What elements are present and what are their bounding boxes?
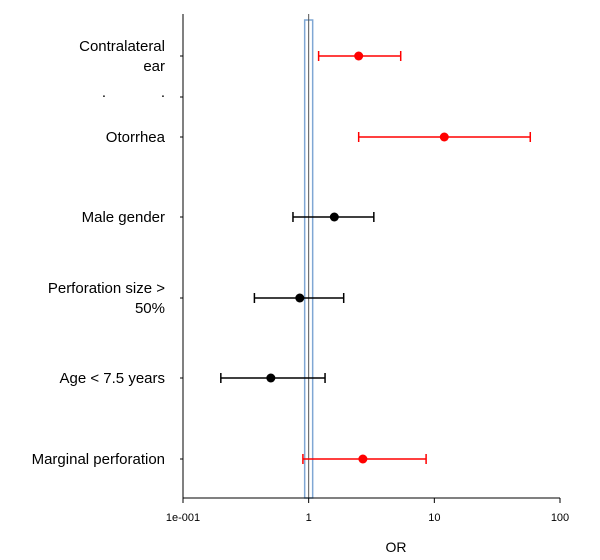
x-tick-label: 10 bbox=[428, 512, 440, 524]
row-label-line: Marginal perforation bbox=[32, 451, 165, 468]
row-label-line: Male gender bbox=[82, 209, 165, 226]
row-label-dot: . bbox=[161, 84, 165, 101]
row-labels-group: Contralateral ear. . Otorrhea Male gender Per… bbox=[32, 38, 166, 468]
row-label-line: Otorrhea bbox=[106, 129, 166, 146]
point-estimate bbox=[354, 51, 364, 61]
axes-group: 1e-001 1 10 100 bbox=[166, 14, 569, 524]
row-label: Male gender bbox=[82, 209, 165, 226]
row-label: Perforation size > 50% bbox=[48, 280, 165, 317]
point-estimate bbox=[266, 373, 276, 383]
row-label-line: Age < 7.5 years bbox=[60, 370, 165, 387]
point-estimate bbox=[358, 454, 368, 464]
row-label-line: ear bbox=[143, 58, 165, 75]
row-label: Age < 7.5 years bbox=[60, 370, 165, 387]
row-label-line: Perforation size > bbox=[48, 280, 165, 297]
x-tick-label: 100 bbox=[551, 512, 569, 524]
row-label: Marginal perforation bbox=[32, 451, 165, 468]
row-label: Otorrhea bbox=[106, 129, 166, 146]
row-label-dot: . bbox=[102, 84, 106, 101]
x-tick-label: 1e-001 bbox=[166, 512, 200, 524]
point-estimate bbox=[439, 132, 449, 142]
point-estimate bbox=[329, 212, 339, 222]
row-label-line: Contralateral bbox=[79, 38, 165, 55]
row-label: Contralateral ear bbox=[79, 38, 165, 75]
x-tick-label: 1 bbox=[306, 512, 312, 524]
reference-band-group bbox=[303, 14, 314, 499]
row-label-line: 50% bbox=[135, 300, 165, 317]
estimates-group bbox=[220, 51, 532, 464]
point-estimate bbox=[295, 293, 305, 303]
x-axis-title: OR bbox=[386, 539, 407, 555]
